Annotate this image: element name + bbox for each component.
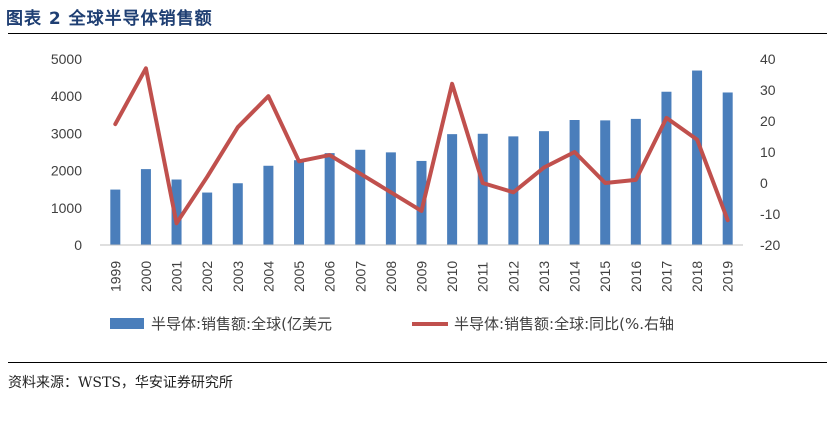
- x-axis-tick-label: 2013: [536, 261, 552, 292]
- line-series: [113, 66, 730, 226]
- x-axis-tick-label: 2003: [230, 261, 246, 292]
- right-axis-tick-label: -10: [760, 206, 780, 222]
- x-axis-tick-label: 2006: [322, 261, 338, 292]
- legend-label-line: 半导体:销售额:全球:同比(%.右轴: [454, 315, 674, 333]
- right-axis-tick-label: 30: [760, 82, 776, 98]
- bar: [630, 118, 641, 245]
- left-axis-tick-label: 3000: [51, 125, 82, 141]
- bar: [324, 153, 335, 245]
- bar-series: [110, 70, 733, 246]
- x-axis-tick-label: 2000: [138, 261, 154, 292]
- right-axis-tick-label: 40: [760, 51, 776, 67]
- right-axis-tick-label: -20: [760, 237, 780, 253]
- x-axis-tick-label: 2017: [658, 261, 674, 292]
- legend-label-bar: 半导体:销售额:全球(亿美元: [151, 315, 332, 333]
- bar: [232, 183, 243, 245]
- bar: [294, 160, 305, 245]
- growth-line: [113, 66, 730, 226]
- x-axis-tick-label: 2014: [567, 261, 583, 292]
- top-rule: [8, 33, 827, 34]
- x-axis-tick-label: 2011: [475, 262, 491, 292]
- bar: [722, 92, 733, 245]
- figure-title: 图表 2 全球半导体销售额: [6, 9, 213, 29]
- right-axis-tick-label: 0: [760, 175, 768, 191]
- x-axis-tick-label: 2009: [414, 261, 430, 292]
- x-axis-tick-label: 2018: [689, 261, 705, 292]
- left-axis-tick-label: 2000: [51, 163, 82, 179]
- x-axis-tick-label: 1999: [107, 261, 123, 292]
- x-axis-tick-label: 2012: [505, 261, 521, 292]
- x-axis-tick-label: 2010: [444, 261, 460, 292]
- left-axis-ticks: 0 1000 2000 3000 4000 5000: [51, 51, 82, 253]
- x-axis-tick-label: 2016: [628, 261, 644, 292]
- x-axis-tick-label: 2001: [169, 261, 185, 292]
- source-note: 资料来源：WSTS，华安证券研究所: [8, 375, 233, 391]
- right-axis-tick-label: 20: [760, 113, 776, 129]
- bar: [140, 169, 151, 245]
- x-axis-tick-labels: 1999 2000 2001 2002 2003 2004 2005 2006 2007 2008…: [107, 261, 735, 292]
- x-axis-tick-label: 2004: [260, 261, 276, 292]
- x-axis-tick-label: 2007: [352, 261, 368, 292]
- x-axis-tick-label: 2019: [720, 261, 736, 292]
- x-axis-tick-label: 2015: [597, 261, 613, 292]
- left-axis-tick-label: 4000: [51, 88, 82, 104]
- bar: [263, 165, 274, 245]
- x-axis-tick-label: 2005: [291, 261, 307, 292]
- x-axis-tick-label: 2002: [199, 261, 215, 292]
- right-axis-ticks: -20 -10 0 10 20 30 40: [760, 51, 780, 253]
- left-axis-tick-label: 0: [74, 237, 82, 253]
- x-axis-tick-label: 2008: [383, 261, 399, 292]
- bar: [447, 134, 458, 245]
- bar: [692, 70, 703, 245]
- bar: [202, 192, 213, 245]
- bar: [477, 133, 488, 245]
- bar: [385, 152, 396, 245]
- bar: [569, 120, 580, 245]
- bar: [538, 131, 549, 245]
- bar: [171, 179, 182, 245]
- legend-swatch-bar: [110, 318, 144, 329]
- left-axis-tick-label: 1000: [51, 200, 82, 216]
- right-axis-tick-label: 10: [760, 144, 776, 160]
- bar: [355, 149, 366, 245]
- legend: 半导体:销售额:全球(亿美元 半导体:销售额:全球:同比(%.右轴: [110, 315, 674, 333]
- bar: [661, 91, 672, 246]
- left-axis-tick-label: 5000: [51, 51, 82, 67]
- bottom-rule: [8, 362, 827, 363]
- bar: [110, 189, 121, 245]
